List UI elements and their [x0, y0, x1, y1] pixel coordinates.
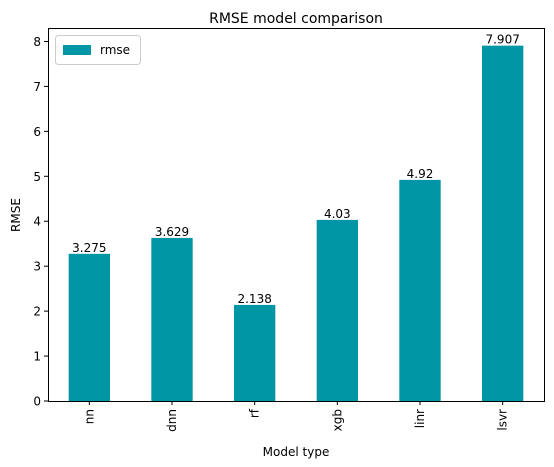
x-tick-label: nn [82, 409, 96, 424]
bar-labels: 3.275 3.629 2.138 4.03 4.92 7.907 [72, 33, 520, 306]
plot-area [48, 28, 545, 402]
legend-label: rmse [100, 43, 130, 57]
y-tick-label: 7 [33, 80, 41, 94]
legend-frame [55, 35, 141, 65]
x-tick-label: linr [413, 409, 427, 428]
y-tick-label: 8 [33, 35, 41, 49]
bar-dnn [151, 237, 193, 401]
bar-xgb [316, 219, 358, 401]
legend: rmse [55, 35, 141, 65]
y-tick-label: 2 [33, 305, 41, 319]
bars [68, 45, 524, 402]
x-axis: nn dnn rf xgb linr lsvr [82, 401, 510, 432]
y-axis: 0 1 2 3 4 5 6 7 8 [33, 35, 48, 409]
x-axis-label: Model type [263, 445, 330, 459]
chart-title: RMSE model comparison [209, 11, 383, 27]
bar-value-label: 2.138 [237, 292, 271, 306]
y-tick-label: 6 [33, 125, 41, 139]
y-axis-label: RMSE [9, 198, 23, 232]
y-tick-label: 5 [33, 170, 41, 184]
y-tick-label: 0 [33, 395, 41, 409]
bar-value-label: 4.03 [324, 207, 351, 221]
bar-value-label: 3.629 [155, 225, 189, 239]
bar-nn [68, 253, 110, 401]
y-tick-label: 3 [33, 260, 41, 274]
x-tick-label: lsvr [496, 409, 510, 431]
bar-linr [399, 179, 441, 401]
plot-frame [48, 28, 545, 402]
y-tick-label: 1 [33, 350, 41, 364]
bar-value-label: 4.92 [407, 167, 434, 181]
x-tick-label: rf [248, 408, 262, 418]
x-tick-label: xgb [330, 409, 344, 431]
bar-value-label: 7.907 [485, 33, 519, 47]
bar-lsvr [482, 45, 524, 402]
x-tick-label: dnn [165, 409, 179, 432]
bar-rf [234, 304, 276, 401]
y-tick-label: 4 [33, 215, 41, 229]
bar-value-label: 3.275 [72, 241, 106, 255]
legend-swatch [63, 45, 91, 55]
